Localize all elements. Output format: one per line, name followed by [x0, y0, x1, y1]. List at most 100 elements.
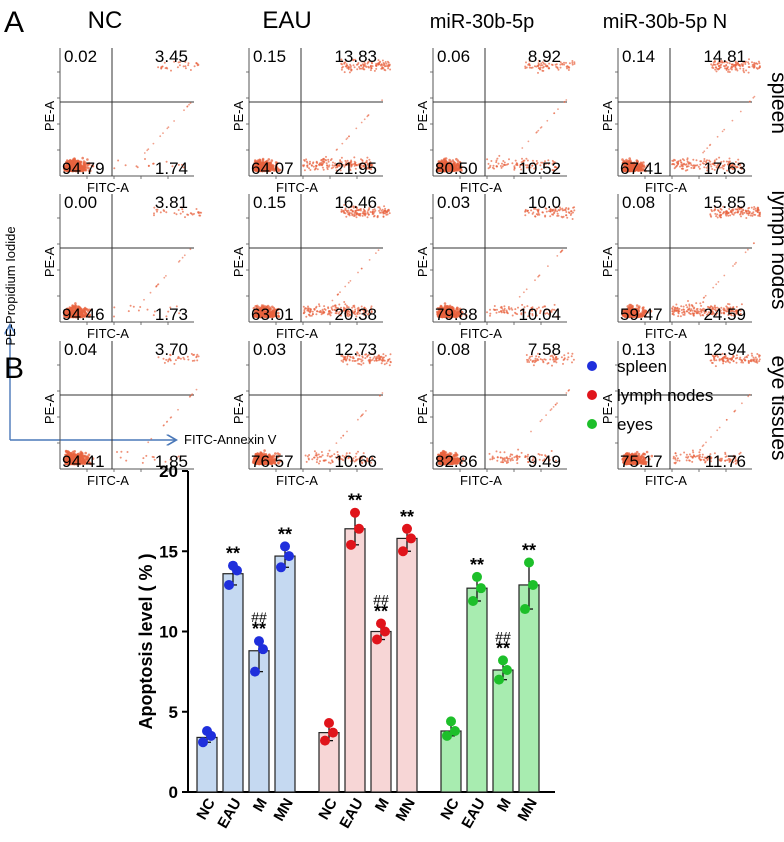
event-dot [163, 276, 166, 279]
event-dot [683, 310, 686, 313]
event-dot [334, 166, 337, 169]
event-dot [386, 64, 389, 67]
event-dot [676, 307, 679, 310]
event-dot [751, 214, 754, 217]
event-dot [353, 66, 356, 69]
event-dot [344, 159, 347, 162]
event-dot [505, 309, 508, 312]
event-dot [376, 215, 379, 218]
event-dot [309, 307, 312, 310]
event-dot [681, 311, 684, 314]
event-dot [725, 69, 728, 71]
event-dot [303, 169, 306, 172]
quadrant-lower-left-value: 94.46 [62, 305, 105, 324]
event-dot [320, 161, 323, 164]
event-dot [365, 159, 368, 162]
event-dot [144, 158, 146, 160]
quadrant-upper-left-value: 0.03 [437, 193, 470, 212]
event-dot [135, 165, 138, 168]
event-dot [321, 166, 324, 169]
event-dot [573, 61, 576, 64]
event-dot [183, 109, 185, 112]
event-dot [387, 67, 390, 70]
event-dot [731, 66, 734, 69]
event-dot [332, 161, 334, 164]
event-dot [181, 256, 184, 259]
event-dot [687, 300, 689, 302]
event-dot [734, 68, 737, 71]
quadrant-lower-left-value: 94.79 [62, 159, 105, 178]
quadrant-upper-right-value: 3.45 [155, 47, 188, 66]
event-dot [697, 165, 700, 168]
event-dot [366, 216, 369, 219]
event-dot [75, 167, 78, 171]
event-dot [162, 132, 164, 135]
event-dot [571, 218, 574, 220]
event-dot [363, 165, 366, 168]
event-dot [724, 67, 727, 70]
event-dot [362, 68, 365, 71]
event-dot [322, 161, 325, 164]
event-dot [340, 68, 343, 71]
event-dot [682, 308, 685, 311]
event-dot [546, 119, 549, 122]
event-dot [166, 127, 169, 130]
plot-x-label: FITC-A [87, 326, 129, 341]
event-dot [189, 69, 192, 71]
event-dot [389, 68, 392, 71]
quadrant-lower-right-value: 20.38 [334, 305, 377, 324]
event-dot [388, 64, 391, 67]
event-dot [308, 163, 311, 165]
event-dot [688, 304, 691, 307]
event-dot [563, 101, 566, 103]
event-dot [336, 164, 339, 167]
event-dot [357, 271, 359, 274]
event-dot [548, 67, 550, 70]
event-dot [695, 302, 698, 305]
event-dot [164, 67, 167, 70]
event-dot [335, 169, 338, 172]
event-dot [691, 312, 694, 315]
event-dot [692, 158, 695, 161]
event-dot [171, 165, 174, 168]
plot-y-label: PE-A [42, 247, 57, 278]
event-dot [552, 213, 555, 216]
event-dot [76, 162, 79, 166]
event-dot [309, 169, 312, 171]
event-dot [252, 164, 255, 168]
event-dot [757, 60, 760, 63]
event-dot [369, 164, 372, 167]
event-dot [182, 65, 185, 68]
event-dot [383, 68, 386, 71]
event-dot [322, 168, 325, 171]
event-dot [370, 61, 373, 64]
event-dot [685, 304, 688, 307]
event-dot [173, 212, 176, 215]
event-dot [359, 212, 362, 215]
event-dot [695, 159, 698, 162]
event-dot [267, 162, 271, 166]
event-dot [370, 67, 373, 70]
event-dot [322, 158, 325, 161]
event-dot [708, 144, 711, 147]
event-dot [369, 161, 372, 164]
event-dot [378, 209, 381, 212]
event-dot [355, 213, 358, 216]
event-dot [493, 167, 495, 170]
plot-y-label: PE-A [231, 247, 246, 278]
event-dot [263, 169, 267, 172]
event-dot [139, 306, 142, 308]
quadrant-lower-right-value: 1.73 [155, 305, 188, 324]
event-dot [573, 209, 576, 212]
event-dot [354, 167, 357, 170]
event-dot [200, 211, 203, 214]
event-dot [308, 167, 311, 170]
event-dot [501, 307, 503, 310]
event-dot [682, 167, 685, 170]
event-dot [361, 162, 363, 165]
event-dot [565, 65, 568, 68]
event-dot [535, 131, 538, 134]
event-dot [671, 313, 674, 316]
event-dot [382, 211, 385, 214]
